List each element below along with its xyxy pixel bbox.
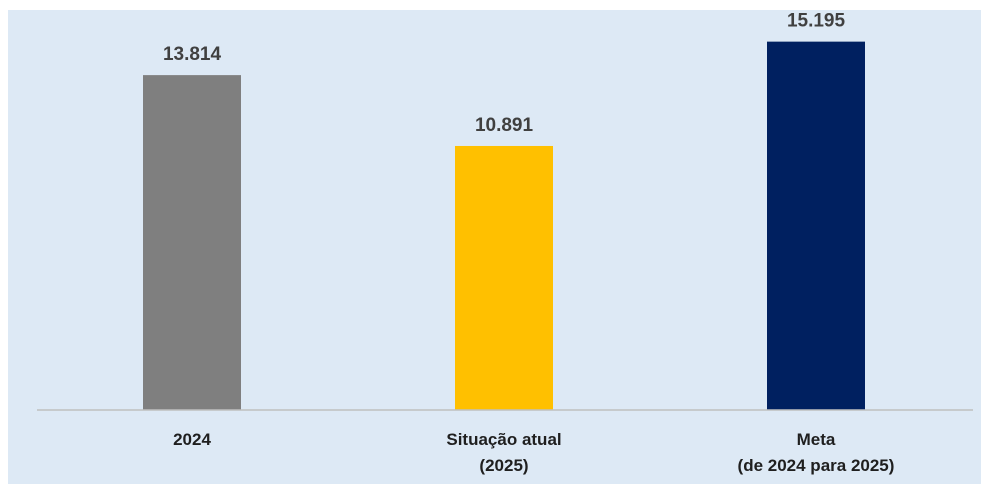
bar-2 <box>455 145 553 410</box>
bar-3 <box>767 41 865 411</box>
category-label-3-line-2: (de 2024 para 2025) <box>738 456 895 475</box>
category-label-1-line-1: 2024 <box>173 430 211 449</box>
category-label-2-line-2: (2025) <box>479 456 528 475</box>
data-label-1: 13.814 <box>163 44 222 65</box>
bars-layer <box>143 41 865 411</box>
category-label-2-line-1: Situação atual <box>446 430 561 449</box>
labels-layer: 13.814 2024 10.891 Situação atual (2025) 15.1… <box>163 11 895 475</box>
bar-1 <box>143 75 241 411</box>
data-label-3: 15.195 <box>787 11 846 32</box>
data-label-2: 10.891 <box>475 115 534 136</box>
category-label-3-line-1: Meta <box>797 430 836 449</box>
